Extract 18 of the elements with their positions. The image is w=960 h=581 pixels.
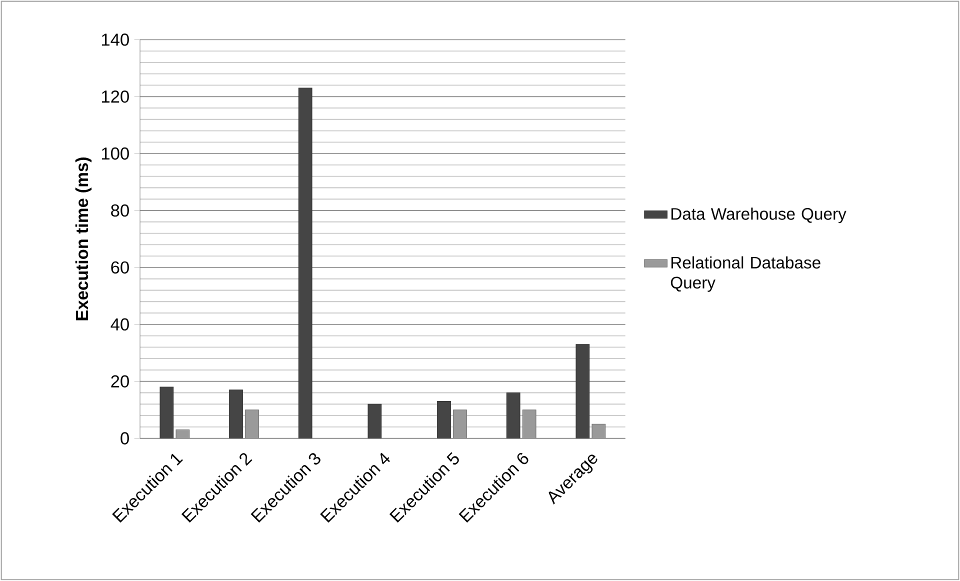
legend-label: Relational Database Query [670,256,820,292]
y-tick-label: 140 [102,34,129,46]
y-tick-label: 60 [111,261,129,274]
bar [160,386,174,438]
bar [437,401,451,438]
y-tick-label: 100 [102,147,129,160]
y-tick-label: 0 [120,432,129,444]
y-tick-label: 120 [102,90,129,103]
bar [576,344,590,438]
legend-label: Data Warehouse Query [671,208,846,224]
y-tick-label: 40 [110,318,129,331]
y-tick-label: 20 [111,375,129,388]
y-tick-label: 80 [111,204,129,217]
bar [368,404,382,438]
bar [298,88,312,438]
bar [506,392,520,438]
y-axis-title: Execution time (ms) [75,158,92,320]
bar [229,390,243,438]
